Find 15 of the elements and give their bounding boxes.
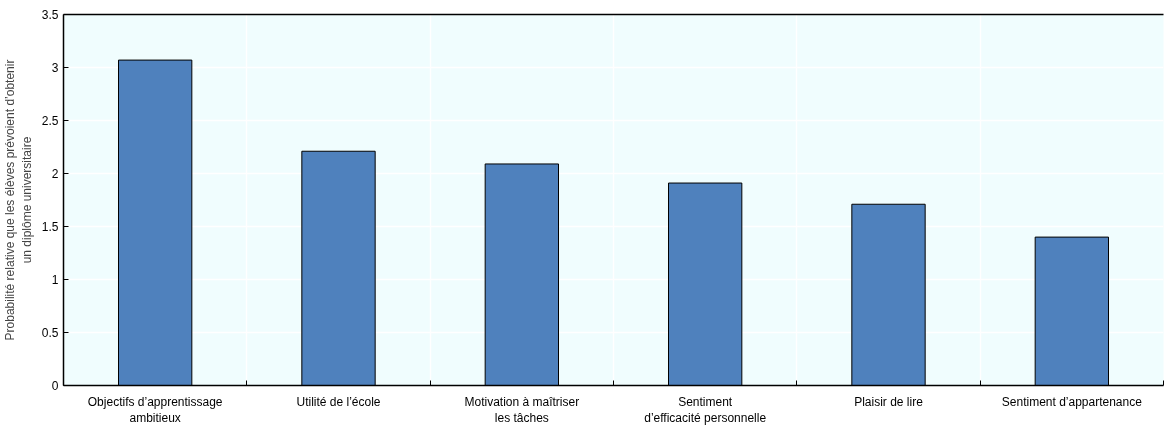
y-tick-label: 1.5	[41, 220, 59, 234]
y-tick-label: 1	[51, 273, 59, 287]
x-tick-label: Objectifs d’apprentissage ambitieux	[87, 394, 223, 426]
x-tick-label: Utilité de l’école	[296, 394, 381, 409]
y-tick-label: 2.5	[41, 114, 59, 128]
y-tick-label: 3.5	[41, 8, 59, 22]
y-tick-label: 3	[51, 61, 59, 75]
y-tick-label: 0	[51, 379, 59, 393]
y-tick-label: 0.5	[41, 326, 59, 340]
x-tick-label: Sentiment d’appartenance	[1001, 394, 1143, 409]
y-axis-title: Probabilité relative que les élèves prévoient d’obtenir un diplôme universitaire	[3, 59, 34, 341]
x-tick-label: Sentiment d’efficacité personnelle	[644, 394, 767, 426]
x-tick-label: Plaisir de lire	[854, 394, 924, 409]
x-tick-label: Motivation à maîtriser les tâches	[464, 394, 580, 426]
y-tick-label: 2	[51, 167, 59, 181]
